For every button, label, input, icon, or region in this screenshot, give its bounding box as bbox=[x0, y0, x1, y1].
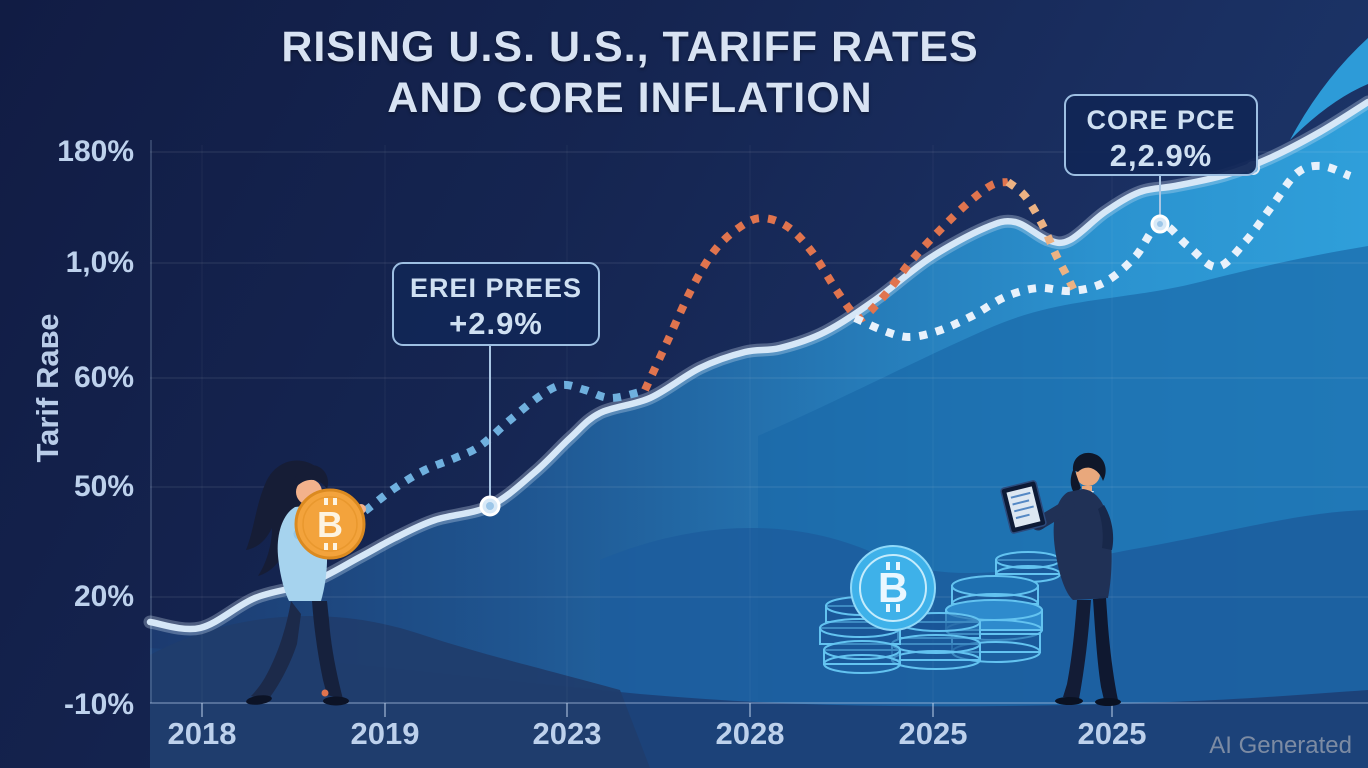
x-tick-label: 2018 bbox=[167, 716, 237, 751]
coin-cylinder bbox=[951, 575, 1039, 597]
core-inflation-dotted-tail bbox=[1005, 178, 1080, 297]
man-arm-back bbox=[1098, 505, 1114, 550]
bitcoin-coin-large: B bbox=[850, 545, 936, 631]
left-dark-hills bbox=[150, 616, 650, 768]
bitcoin-symbol-bar bbox=[324, 498, 328, 505]
coin-cylinder bbox=[823, 654, 901, 674]
core-pce-callout-value: 2,2.9% bbox=[1109, 138, 1213, 173]
coin-stack-back-right bbox=[995, 551, 1061, 583]
bitcoin-coin-face bbox=[850, 545, 936, 631]
tablet-screen-line bbox=[1010, 491, 1031, 499]
core-pce-callout: CORE PCE 2,2.9% bbox=[1064, 94, 1258, 176]
tablet bbox=[1000, 480, 1047, 534]
x-tick-label: 2028 bbox=[715, 716, 785, 751]
callout-connectors bbox=[489, 176, 1161, 497]
shoe-accent bbox=[321, 689, 329, 697]
y-tick-label: 50% bbox=[73, 470, 134, 503]
import-prices-callout-label: EREI PREES bbox=[409, 273, 583, 303]
chart-title-line2: AND CORE INFLATION bbox=[387, 73, 873, 122]
tablet-screen-line bbox=[1015, 513, 1030, 520]
bitcoin-coin-orange: B bbox=[294, 488, 366, 560]
man-illustration bbox=[1000, 452, 1121, 706]
bitcoin-symbol-bar bbox=[333, 498, 337, 505]
man-hair bbox=[1072, 452, 1106, 481]
marker-layer bbox=[479, 161, 1260, 517]
bitcoin-symbol: B bbox=[878, 564, 908, 611]
series-layer bbox=[143, 95, 1368, 636]
ai-generated-watermark: AI Generated bbox=[1209, 732, 1352, 759]
woman-leg bbox=[251, 601, 301, 701]
bitcoin-symbol: B bbox=[317, 504, 343, 545]
bitcoin-symbol-bar bbox=[886, 604, 890, 612]
corner-wave-crest bbox=[1290, 38, 1368, 140]
import-prices-callout: EREI PREES +2.9% bbox=[392, 262, 600, 346]
bitcoin-symbol-bar bbox=[896, 604, 900, 612]
bitcoin-coin-ring bbox=[859, 554, 927, 622]
bitcoin-symbol-bar bbox=[333, 543, 337, 550]
bitcoin-symbol-bar bbox=[886, 562, 890, 570]
bitcoin-symbol-bar bbox=[324, 543, 328, 550]
y-tick-label: 20% bbox=[73, 580, 134, 613]
tablet-screen-line bbox=[1014, 505, 1034, 513]
tablet-screen-line bbox=[1012, 499, 1030, 506]
y-tick-label: 180% bbox=[57, 135, 134, 168]
y-tick-label: 1,0% bbox=[65, 246, 134, 279]
core-pce-callout-label: CORE PCE bbox=[1086, 105, 1236, 135]
import-prices-callout-value: +2.9% bbox=[449, 306, 543, 341]
man-leg bbox=[1063, 600, 1091, 699]
woman-shoe bbox=[246, 695, 272, 705]
coin-face bbox=[294, 488, 366, 560]
x-tick-label: 2025 bbox=[898, 716, 968, 751]
man-hair-back bbox=[1070, 468, 1081, 494]
woman-shoe bbox=[323, 696, 349, 706]
man-shoe bbox=[1055, 697, 1083, 705]
woman-leg bbox=[312, 601, 343, 699]
tariff-rate-area-line bbox=[146, 98, 1368, 633]
data-point-marker-core bbox=[486, 502, 494, 510]
chart-title: RISING U.S. U.S., TARIFF RATES AND CORE … bbox=[10, 22, 1250, 123]
y-tick-label: 60% bbox=[73, 361, 134, 394]
coin-cylinder bbox=[823, 640, 901, 660]
data-point-marker-core bbox=[1157, 221, 1163, 227]
bitcoin-coins-illustration: B bbox=[819, 545, 1061, 674]
chart-title-line1: RISING U.S. U.S., TARIFF RATES bbox=[281, 23, 979, 71]
coin-stack-middle bbox=[891, 612, 981, 670]
woman-hair-top bbox=[294, 465, 329, 489]
man-shoe bbox=[1095, 698, 1121, 706]
bitcoin-symbol-bar bbox=[896, 562, 900, 570]
import-prices-dotted-left bbox=[362, 380, 641, 515]
grid bbox=[150, 140, 1368, 717]
man-leg bbox=[1093, 598, 1118, 700]
x-tick-label: 2023 bbox=[532, 716, 602, 751]
y-tick-label: -10% bbox=[63, 688, 134, 721]
coin-ring bbox=[302, 496, 358, 552]
woman-illustration: B bbox=[246, 460, 366, 706]
x-tick-label: 2019 bbox=[350, 716, 420, 751]
x-tick-label: 2025 bbox=[1077, 716, 1147, 751]
man-suit-torso bbox=[1053, 489, 1112, 600]
